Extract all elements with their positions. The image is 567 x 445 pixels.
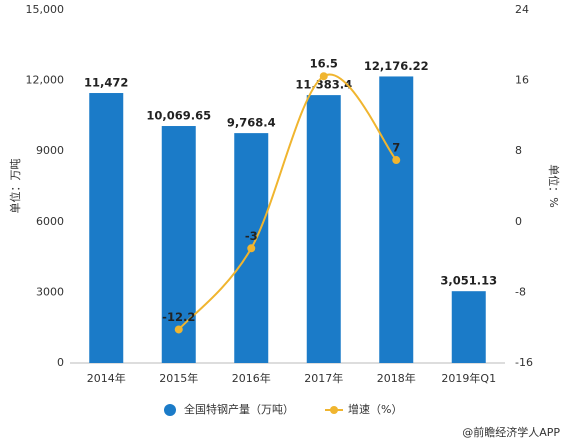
legend-label: 增速（%） (348, 402, 402, 416)
y2-tick-label: -16 (515, 356, 533, 369)
line-marker (174, 325, 183, 334)
x-tick-label: 2017年 (304, 371, 343, 385)
bar (89, 93, 124, 363)
y2-tick-label: 16 (515, 74, 529, 87)
bar (451, 291, 486, 363)
bar-value-label: 9,768.4 (227, 116, 276, 130)
source: @前瞻经济学人APP (462, 425, 560, 439)
x-tick-label: 2014年 (87, 371, 126, 385)
bar-value-label: 11,472 (84, 76, 128, 90)
line-value-label: -12.2 (162, 310, 195, 324)
y2-tick-label: -8 (515, 285, 526, 298)
bar (306, 95, 341, 363)
line-value-label: -3 (245, 229, 258, 243)
y-tick-label: 15,000 (26, 3, 65, 16)
legend-swatch (164, 404, 176, 416)
y-tick-label: 9000 (36, 144, 64, 157)
bar (161, 126, 196, 363)
x-tick-label: 2016年 (232, 371, 271, 385)
line-value-label: 7 (392, 141, 400, 155)
legend-swatch (330, 406, 338, 414)
x-tick-label: 2015年 (159, 371, 198, 385)
y-axis-label: 单位：万吨 (8, 159, 22, 214)
bar (379, 76, 414, 364)
y2-axis-label: 单位：% (547, 164, 561, 207)
y-tick-label: 12,000 (26, 74, 65, 87)
bar-value-label: 3,051.13 (440, 274, 497, 288)
x-tick-label: 2018年 (377, 371, 416, 385)
legend-label: 全国特钢产量（万吨） (184, 402, 294, 416)
y2-tick-label: 24 (515, 3, 529, 16)
line (178, 73, 398, 331)
y-tick-label: 0 (57, 356, 64, 369)
x-tick-label: 2019年Q1 (441, 371, 496, 385)
y-tick-label: 6000 (36, 215, 64, 228)
bar-value-label: 11,383.4 (295, 78, 352, 92)
bar-value-label: 12,176.22 (364, 59, 429, 73)
line-marker (247, 244, 256, 253)
y2-tick-label: 0 (515, 215, 522, 228)
y-tick-label: 3000 (36, 285, 64, 298)
y2-tick-label: 8 (515, 144, 522, 157)
line-marker (392, 156, 401, 165)
bar-value-label: 10,069.65 (146, 109, 211, 123)
line-marker (319, 72, 328, 81)
line-value-label: 16.5 (310, 57, 338, 71)
